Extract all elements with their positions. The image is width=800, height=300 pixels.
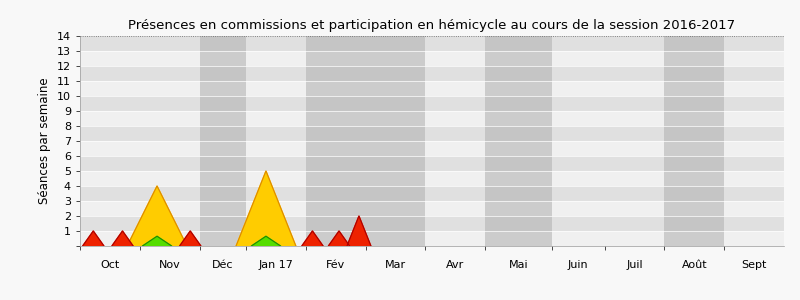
Text: Fév: Fév bbox=[326, 260, 346, 269]
Bar bbox=[366, 36, 426, 246]
Bar bbox=[80, 231, 784, 246]
Text: Juin: Juin bbox=[568, 260, 589, 269]
Bar bbox=[306, 36, 366, 246]
Text: Sept: Sept bbox=[742, 260, 767, 269]
Bar bbox=[665, 36, 724, 246]
Text: Nov: Nov bbox=[158, 260, 181, 269]
Bar bbox=[80, 51, 784, 66]
Text: Juil: Juil bbox=[626, 260, 643, 269]
Bar bbox=[485, 36, 551, 246]
Title: Présences en commissions et participation en hémicycle au cours de la session 20: Présences en commissions et participatio… bbox=[129, 19, 735, 32]
Bar bbox=[199, 36, 246, 246]
Bar bbox=[80, 186, 784, 201]
Polygon shape bbox=[328, 231, 350, 246]
Polygon shape bbox=[302, 231, 323, 246]
Polygon shape bbox=[251, 236, 281, 246]
Polygon shape bbox=[347, 216, 371, 246]
Bar bbox=[80, 156, 784, 171]
Text: Mar: Mar bbox=[385, 260, 406, 269]
Polygon shape bbox=[127, 186, 187, 246]
Polygon shape bbox=[180, 231, 201, 246]
Polygon shape bbox=[112, 231, 133, 246]
Text: Août: Août bbox=[682, 260, 707, 269]
Bar bbox=[80, 36, 784, 51]
Bar bbox=[80, 171, 784, 186]
Bar bbox=[80, 201, 784, 216]
Text: Déc: Déc bbox=[212, 260, 234, 269]
Polygon shape bbox=[236, 171, 296, 246]
Bar bbox=[80, 111, 784, 126]
Bar bbox=[80, 216, 784, 231]
Bar bbox=[80, 126, 784, 141]
Bar bbox=[80, 66, 784, 81]
Text: Jan 17: Jan 17 bbox=[258, 260, 294, 269]
Y-axis label: Séances par semaine: Séances par semaine bbox=[38, 78, 51, 204]
Polygon shape bbox=[82, 231, 104, 246]
Polygon shape bbox=[142, 236, 172, 246]
Text: Oct: Oct bbox=[100, 260, 119, 269]
Text: Avr: Avr bbox=[446, 260, 464, 269]
Bar bbox=[80, 96, 784, 111]
Text: Mai: Mai bbox=[509, 260, 528, 269]
Bar bbox=[80, 81, 784, 96]
Bar bbox=[80, 141, 784, 156]
